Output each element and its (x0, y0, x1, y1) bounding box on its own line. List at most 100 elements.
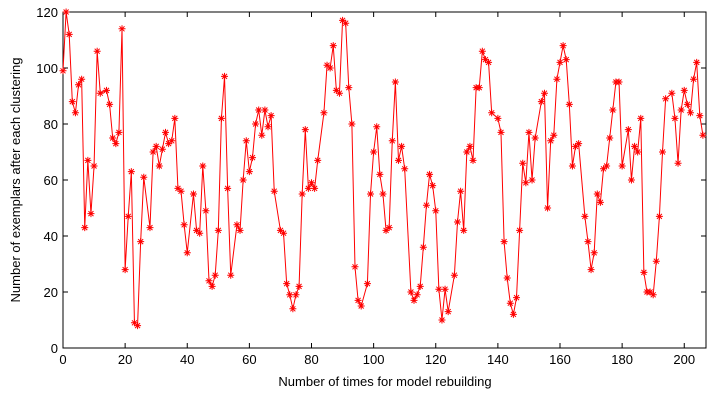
point-marker (683, 100, 691, 108)
point-marker (593, 190, 601, 198)
point-marker (690, 75, 698, 83)
point-marker (394, 156, 402, 164)
point-marker (363, 280, 371, 288)
point-marker (62, 8, 70, 16)
point-marker (96, 89, 104, 97)
point-marker (211, 271, 219, 279)
x-tick-label: 40 (180, 352, 194, 367)
point-marker (572, 142, 580, 150)
point-marker (332, 86, 340, 94)
point-marker (587, 266, 595, 274)
point-marker (93, 47, 101, 55)
point-marker (453, 218, 461, 226)
point-marker (323, 61, 331, 69)
point-marker (696, 112, 704, 120)
point-marker (261, 106, 269, 114)
point-marker (559, 42, 567, 50)
point-marker (556, 58, 564, 66)
point-marker (134, 322, 142, 330)
point-marker (140, 173, 148, 181)
point-marker (562, 56, 570, 64)
point-marker (342, 19, 350, 27)
point-marker (457, 187, 465, 195)
y-axis-label: Number of exemplars after each clusterin… (8, 58, 23, 303)
point-marker (242, 137, 250, 145)
point-marker (75, 81, 83, 89)
point-marker (112, 140, 120, 148)
point-marker (677, 106, 685, 114)
point-marker (634, 148, 642, 156)
x-tick-label: 200 (673, 352, 695, 367)
point-marker (59, 67, 67, 75)
point-marker (81, 224, 89, 232)
point-marker (568, 162, 576, 170)
point-marker (102, 86, 110, 94)
point-marker (485, 58, 493, 66)
point-marker (500, 238, 508, 246)
point-marker (659, 148, 667, 156)
point-marker (90, 162, 98, 170)
point-marker (183, 249, 191, 257)
point-marker (671, 114, 679, 122)
x-tick-label: 20 (118, 352, 132, 367)
y-tick-label: 120 (36, 5, 58, 20)
point-marker (127, 168, 135, 176)
point-marker (311, 184, 319, 192)
point-marker (429, 182, 437, 190)
point-marker (121, 266, 129, 274)
point-marker (149, 148, 157, 156)
point-marker (652, 257, 660, 265)
point-marker (233, 221, 241, 229)
point-marker (544, 204, 552, 212)
point-marker (146, 224, 154, 232)
point-marker (335, 89, 343, 97)
point-marker (550, 131, 558, 139)
point-marker (637, 114, 645, 122)
point-marker (413, 291, 421, 299)
x-tick-label: 180 (611, 352, 633, 367)
x-tick-label: 60 (242, 352, 256, 367)
y-tick-label: 20 (44, 285, 58, 300)
point-marker (280, 229, 288, 237)
point-marker (668, 89, 676, 97)
point-marker (584, 238, 592, 246)
point-marker (624, 126, 632, 134)
point-marker (152, 142, 160, 150)
point-marker (674, 159, 682, 167)
point-marker (590, 249, 598, 257)
point-marker (304, 184, 312, 192)
point-marker (398, 142, 406, 150)
point-marker (631, 142, 639, 150)
point-marker (292, 291, 300, 299)
x-tick-label: 140 (487, 352, 509, 367)
point-marker (214, 226, 222, 234)
point-marker (298, 190, 306, 198)
point-marker (221, 72, 229, 80)
point-marker (531, 134, 539, 142)
point-marker (450, 271, 458, 279)
point-marker (680, 86, 688, 94)
point-marker (475, 84, 483, 92)
point-marker (388, 137, 396, 145)
point-marker (245, 168, 253, 176)
point-marker (469, 156, 477, 164)
point-marker (519, 159, 527, 167)
point-marker (609, 106, 617, 114)
point-marker (348, 120, 356, 128)
point-marker (308, 179, 316, 187)
point-marker (267, 112, 275, 120)
point-marker (239, 176, 247, 184)
point-marker (71, 109, 79, 117)
point-marker (699, 131, 707, 139)
point-marker (180, 221, 188, 229)
point-marker (189, 190, 197, 198)
point-marker (217, 114, 225, 122)
point-marker (693, 58, 701, 66)
point-marker (373, 123, 381, 131)
y-tick-label: 40 (44, 229, 58, 244)
point-marker (354, 296, 362, 304)
point-marker (516, 226, 524, 234)
x-tick-label: 120 (425, 352, 447, 367)
point-marker (581, 212, 589, 220)
point-marker (301, 126, 309, 134)
